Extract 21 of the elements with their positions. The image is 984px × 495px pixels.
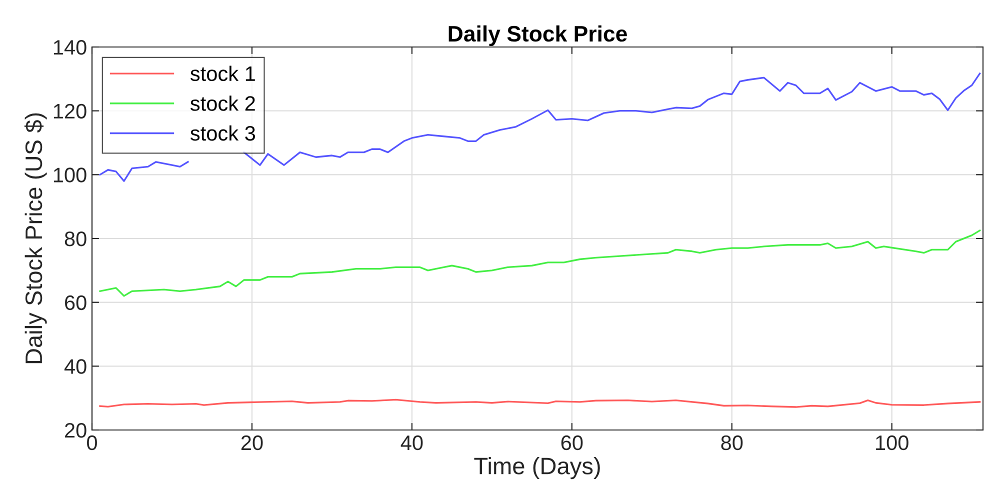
x-tick-label: 20 <box>241 435 263 450</box>
x-tick-label: 100 <box>876 435 908 450</box>
y-tick-label: 20 <box>65 423 86 438</box>
y-tick-label: 40 <box>64 359 86 374</box>
legend-label: stock 1 <box>190 66 255 82</box>
x-tick-label: 60 <box>561 435 583 450</box>
legend-label: stock 3 <box>190 125 255 141</box>
x-axis-title: Time (Days) <box>474 457 600 480</box>
line-series <box>99 230 981 297</box>
x-tick-label: 80 <box>721 435 743 450</box>
y-tick-label: 140 <box>54 40 86 55</box>
y-tick-label: 80 <box>64 232 86 246</box>
x-tick-label: 0 <box>87 435 97 450</box>
chart-title: Daily Stock Price <box>448 25 627 46</box>
y-axis-title: Daily Stock Price (US $) <box>24 113 47 364</box>
x-tick-label: 40 <box>400 435 423 450</box>
y-tick-label: 60 <box>65 295 86 310</box>
line-series <box>99 398 981 408</box>
y-tick-label: 100 <box>54 168 86 182</box>
y-tick-label: 120 <box>54 104 86 119</box>
legend-label: stock 2 <box>190 96 255 111</box>
